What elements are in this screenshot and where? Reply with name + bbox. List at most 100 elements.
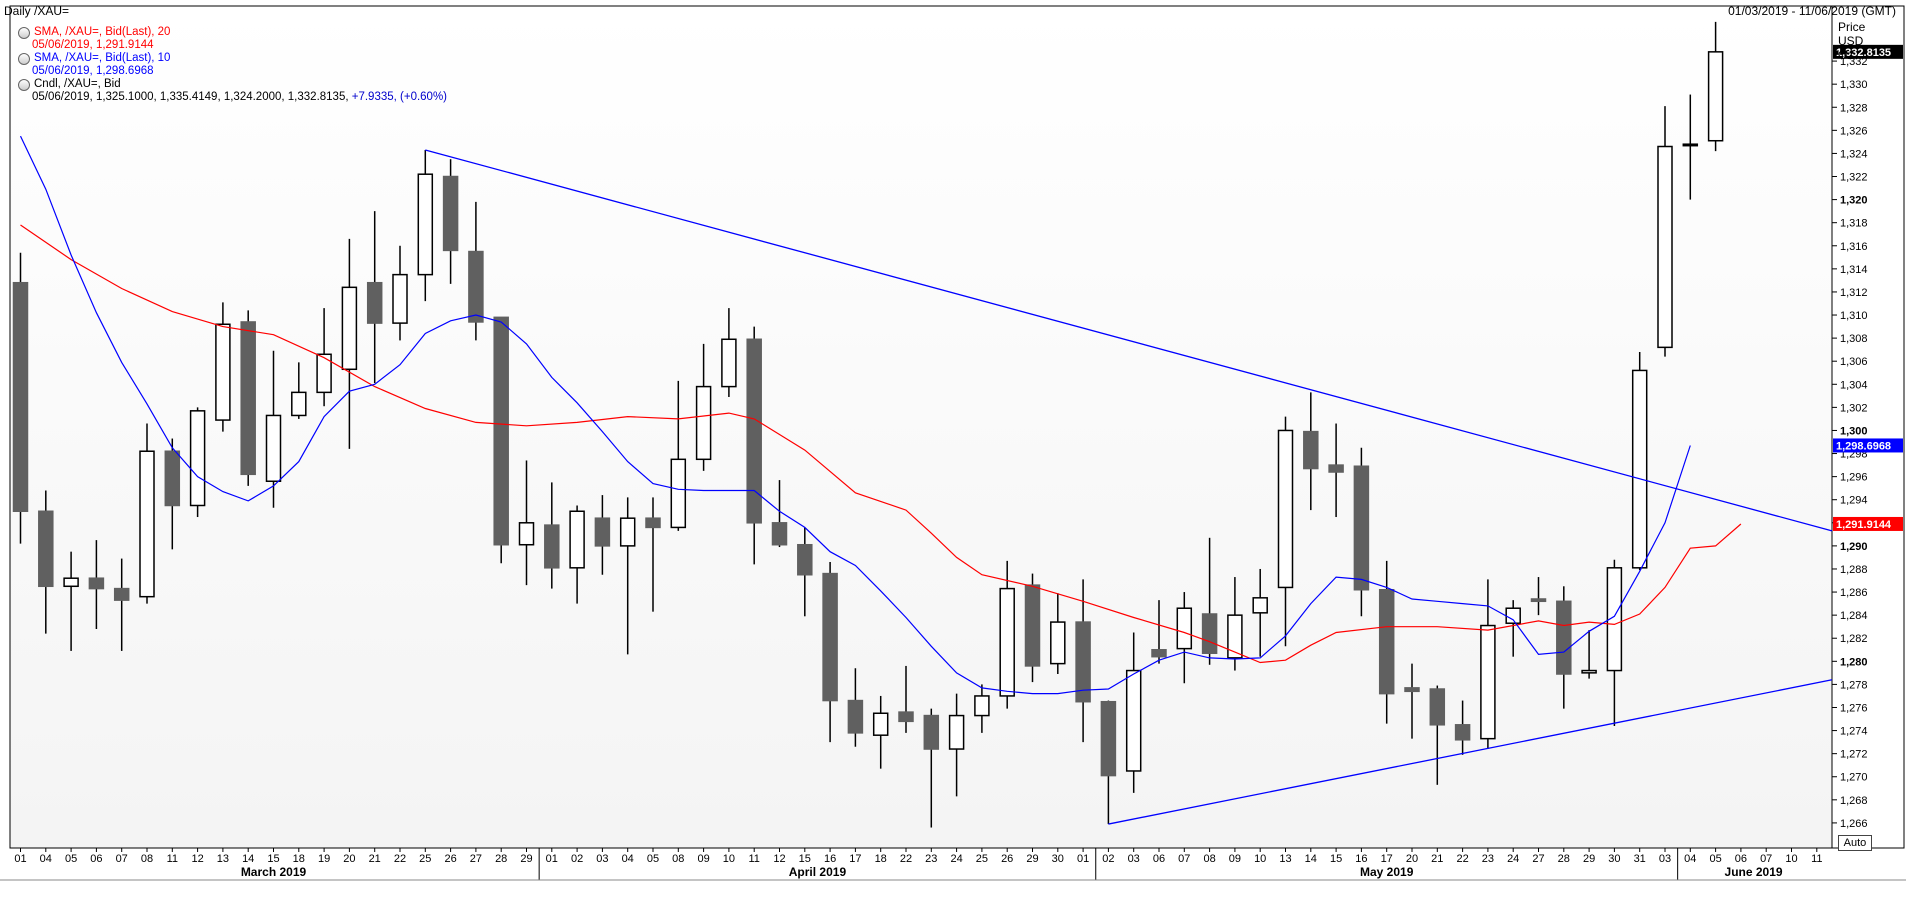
y-tick-label: 1,320 — [1840, 195, 1868, 207]
x-tick-label: 22 — [394, 853, 406, 865]
y-tick-label: 1,296 — [1840, 472, 1868, 484]
y-tick-label: 1,312 — [1840, 287, 1868, 299]
x-tick-label: 10 — [1254, 853, 1266, 865]
candle-body — [1480, 624, 1496, 740]
candle-body — [392, 273, 408, 324]
candle-body — [63, 577, 79, 588]
candle-body — [417, 173, 434, 276]
x-tick-label: 23 — [1482, 853, 1494, 865]
x-tick-label: 04 — [622, 853, 634, 865]
x-tick-label: 24 — [950, 853, 962, 865]
x-tick-label: 05 — [1709, 853, 1721, 865]
candle-body — [1227, 614, 1243, 659]
x-tick-label: 11 — [748, 853, 759, 865]
candle-body — [594, 517, 611, 547]
currency-label: USD — [1838, 34, 1864, 48]
candle-body — [1176, 607, 1193, 650]
y-tick-label: 1,284 — [1840, 610, 1868, 622]
y-tick-label: 1,310 — [1840, 310, 1868, 322]
price-axis-label: Price — [1838, 20, 1866, 34]
x-tick-label: 16 — [824, 853, 836, 865]
candle-body — [1050, 621, 1066, 665]
x-tick-label: 29 — [1026, 853, 1038, 865]
candle-body — [1530, 598, 1547, 603]
candle-body — [1125, 669, 1142, 772]
candle-body — [822, 572, 838, 702]
x-tick-label: 17 — [849, 853, 861, 865]
candle-body — [1252, 597, 1268, 614]
candle-body — [1505, 607, 1521, 624]
candle-body — [12, 281, 29, 513]
candle-body — [746, 338, 762, 524]
x-tick-label: 07 — [1178, 853, 1190, 865]
candle-body — [1556, 600, 1572, 675]
candle-body — [139, 450, 155, 598]
y-tick-label: 1,332 — [1840, 56, 1868, 68]
candle-body — [1303, 430, 1319, 470]
x-tick-label: 01 — [14, 853, 26, 865]
x-tick-label: 01 — [546, 853, 558, 865]
x-tick-label: 18 — [875, 853, 887, 865]
x-tick-label: 06 — [1153, 853, 1165, 865]
legend-entry-sma20[interactable]: SMA, /XAU=, Bid(Last), 20 05/06/2019, 1,… — [18, 26, 447, 52]
candle-body — [670, 458, 687, 529]
candle-body — [164, 450, 181, 507]
price-tag-label: 1,332.8135 — [1836, 47, 1891, 59]
x-tick-label: 10 — [723, 853, 735, 865]
indicator-icon[interactable] — [18, 26, 30, 39]
y-tick-label: 1,280 — [1840, 656, 1868, 668]
legend-sma20-name: SMA, /XAU=, Bid(Last), 20 — [34, 26, 171, 38]
candle-body — [1378, 588, 1395, 695]
candle-body — [797, 543, 813, 576]
candle-body — [1024, 584, 1041, 667]
legend-sma10-value: 05/06/2019, 1,298.6968 — [32, 65, 154, 77]
x-tick-label: 02 — [1102, 853, 1114, 865]
trendline-support — [1108, 679, 1833, 825]
y-tick-label: 1,306 — [1840, 356, 1868, 368]
x-tick-label: 07 — [1760, 853, 1772, 865]
date-range: 01/03/2019 - 11/06/2019 (GMT) — [1728, 4, 1896, 18]
x-tick-label: 21 — [1431, 853, 1443, 865]
candle-body — [468, 250, 484, 323]
candle-body — [1657, 145, 1673, 349]
indicator-icon[interactable] — [18, 52, 30, 65]
candle-body — [341, 286, 358, 371]
y-tick-label: 1,270 — [1840, 772, 1868, 784]
x-tick-label: 25 — [419, 853, 431, 865]
y-tick-label: 1,314 — [1840, 264, 1868, 276]
auto-scale-button[interactable]: Auto — [1838, 835, 1872, 851]
candle-body — [1707, 51, 1724, 142]
candle-body — [1454, 724, 1471, 741]
legend-entry-candle[interactable]: Cndl, /XAU=, Bid 05/06/2019, 1,325.1000,… — [18, 78, 447, 104]
candle-body — [1328, 464, 1344, 473]
candle-body — [898, 711, 914, 723]
x-tick-label: 06 — [90, 853, 102, 865]
candle-body — [544, 524, 560, 569]
candle-body — [1404, 687, 1420, 693]
x-tick-label: 01 — [1077, 853, 1089, 865]
x-tick-label: 11 — [167, 853, 178, 865]
candle-body — [695, 385, 712, 461]
x-tick-label: 27 — [470, 853, 482, 865]
candle-body — [113, 587, 130, 601]
y-tick-label: 1,276 — [1840, 702, 1868, 714]
trendline-resistance — [425, 149, 1833, 532]
x-tick-label: 13 — [217, 853, 229, 865]
candle-body — [1631, 369, 1648, 569]
x-tick-label: 08 — [1203, 853, 1215, 865]
legend-candle-change: +7.9335, (+0.60%) — [351, 91, 448, 103]
y-tick-label: 1,278 — [1840, 679, 1868, 691]
y-tick-label: 1,324 — [1840, 148, 1868, 160]
x-tick-label: 09 — [1229, 853, 1241, 865]
x-tick-label: 20 — [1406, 853, 1418, 865]
x-tick-label: 12 — [191, 853, 203, 865]
legend-entry-sma10[interactable]: SMA, /XAU=, Bid(Last), 10 05/06/2019, 1,… — [18, 52, 447, 78]
candle-body — [493, 316, 509, 546]
x-tick-label: 11 — [1811, 853, 1822, 865]
indicator-icon[interactable] — [18, 78, 30, 91]
y-tick-label: 1,294 — [1840, 495, 1868, 507]
x-tick-label: 28 — [1558, 853, 1570, 865]
y-tick-label: 1,304 — [1840, 379, 1868, 391]
plot-area — [9, 5, 1833, 849]
